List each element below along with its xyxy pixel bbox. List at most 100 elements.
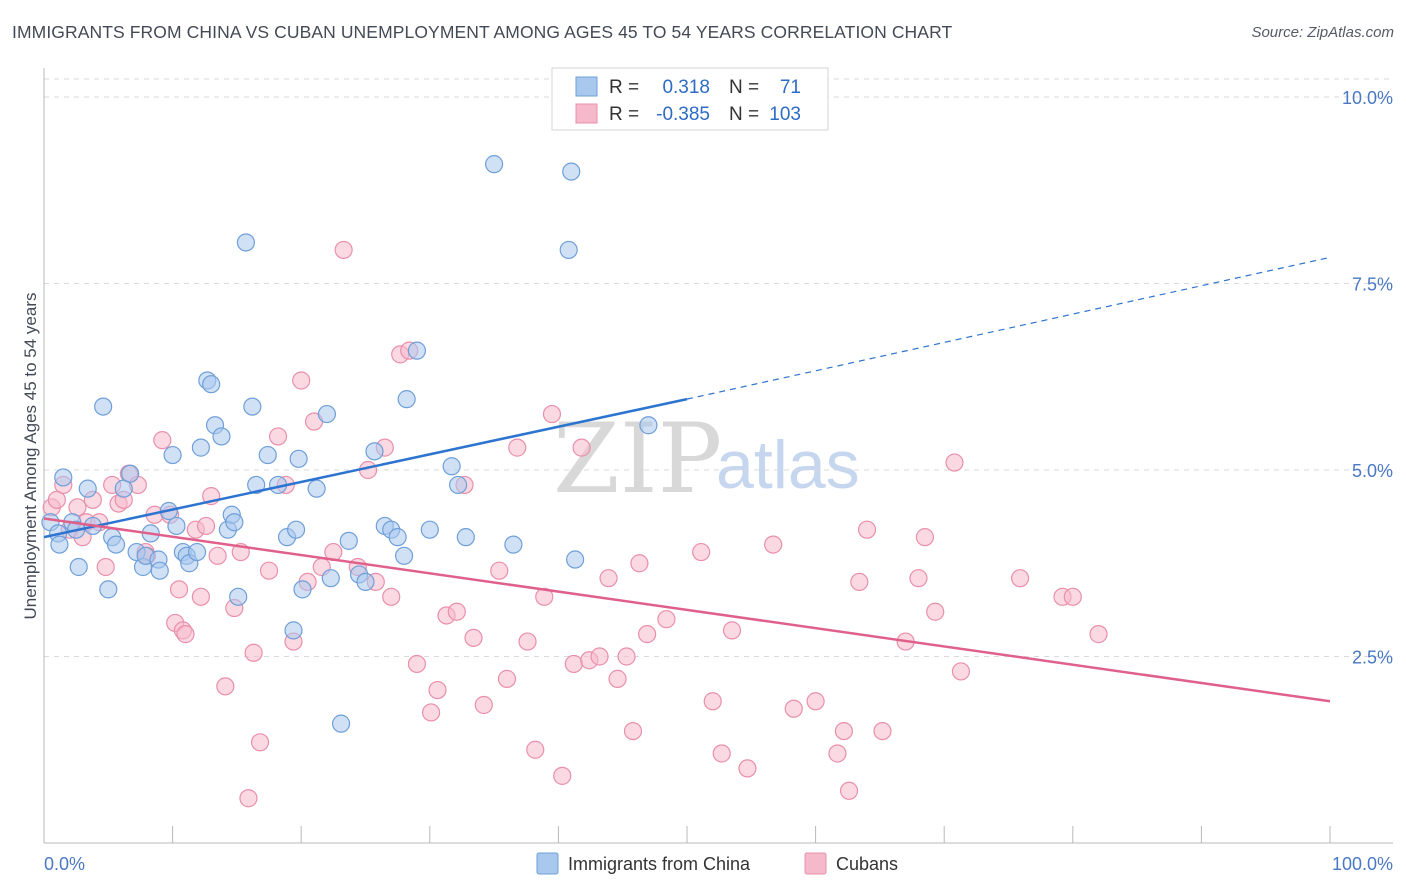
cubans-point <box>630 554 649 573</box>
china-point <box>247 475 266 495</box>
cubans-point <box>508 438 527 457</box>
china-point <box>50 535 69 554</box>
cubans-point <box>712 744 731 763</box>
china-point <box>289 449 308 468</box>
cubans-point <box>738 759 757 778</box>
cubans-point <box>169 580 189 599</box>
series-legend: Immigrants from China Cubans <box>536 852 898 875</box>
china-point <box>639 416 658 435</box>
cubans-point <box>834 721 853 741</box>
cubans-point <box>638 625 657 644</box>
cubans-point <box>464 628 483 647</box>
cubans-point <box>564 654 583 674</box>
watermark-atlas: atlas <box>716 427 860 503</box>
china-point <box>150 561 169 580</box>
cubans-point <box>839 781 859 800</box>
china-point <box>397 390 416 409</box>
cubans-point <box>490 561 509 580</box>
china-point <box>121 464 140 483</box>
cubans-point <box>292 371 311 390</box>
cubans-point <box>259 561 279 580</box>
cubans-point <box>617 647 636 666</box>
grid-lines <box>44 78 1393 657</box>
china-point <box>504 535 523 554</box>
cubans-point <box>857 520 877 539</box>
cubans-point <box>1010 569 1030 588</box>
china-point <box>225 513 244 532</box>
series-china-points <box>41 155 658 733</box>
legend-n-label-china: N = <box>729 77 759 98</box>
china-point <box>566 550 585 569</box>
china-point <box>99 580 118 599</box>
bottom-legend-label-cubans: Cubans <box>836 854 898 874</box>
cubans-point <box>474 695 493 715</box>
china-point <box>442 457 461 476</box>
china-point <box>191 438 210 457</box>
china-point <box>54 468 73 487</box>
china-point <box>365 442 384 461</box>
legend-swatch-china <box>575 76 598 97</box>
y-axis-label: Unemployment Among Ages 45 to 54 years <box>21 293 40 620</box>
cubans-point <box>608 669 627 688</box>
china-point <box>448 475 468 495</box>
cubans-point <box>945 453 964 472</box>
cubans-point <box>806 692 825 711</box>
china-point <box>321 569 340 588</box>
cubans-point <box>873 721 892 741</box>
cubans-point <box>909 569 928 588</box>
cubans-point <box>590 647 609 666</box>
china-point <box>258 445 277 465</box>
cubans-point <box>526 740 545 759</box>
cubans-point <box>518 632 537 651</box>
bottom-legend-swatch-cubans <box>804 852 827 875</box>
china-point <box>339 531 358 550</box>
correlation-legend: R = 0.318 N = 71 R = -0.385 N = 103 <box>551 67 829 131</box>
cubans-point <box>657 610 676 629</box>
china-point <box>229 587 248 606</box>
china-point <box>559 240 578 260</box>
china-point <box>94 397 113 416</box>
china-point <box>407 341 427 360</box>
cubans-point <box>421 703 441 722</box>
legend-r-value-china: 0.318 <box>662 77 710 98</box>
china-point <box>388 528 407 547</box>
x-tick-label-min: 0.0% <box>44 854 85 874</box>
cubans-point <box>599 569 618 588</box>
cubans-point <box>407 654 427 674</box>
china-point <box>69 557 88 577</box>
cubans-point <box>784 699 803 718</box>
cubans-point <box>542 404 562 424</box>
cubans-point <box>250 733 270 752</box>
legend-r-label-china: R = <box>609 77 639 98</box>
china-point <box>456 528 475 547</box>
cubans-point <box>850 572 869 592</box>
cubans-point <box>268 427 288 446</box>
china-point <box>187 542 207 562</box>
china-point <box>317 404 337 424</box>
legend-n-value-cubans: 103 <box>769 104 801 125</box>
cubans-point <box>692 542 711 562</box>
cubans-point <box>703 692 722 711</box>
china-point <box>420 520 439 539</box>
x-axis-ticks <box>172 826 1331 843</box>
cubans-point <box>191 587 210 606</box>
cubans-point <box>96 557 115 577</box>
china-trend-line <box>43 397 688 539</box>
china-point <box>485 155 504 174</box>
cubans-point <box>239 789 258 808</box>
cubans-point <box>497 669 517 688</box>
cubans-point <box>382 587 401 606</box>
china-point <box>331 714 351 733</box>
china-point <box>284 621 303 640</box>
cubans-point <box>447 602 466 621</box>
china-point <box>167 516 186 536</box>
china-point <box>243 397 262 416</box>
china-point <box>106 535 126 554</box>
y-tick-label: 10.0% <box>1342 88 1393 108</box>
chart-source: Source: ZipAtlas.com <box>1251 24 1394 41</box>
y-tick-labels: 2.5% 5.0% 7.5% 10.0% <box>1342 88 1393 668</box>
cubans-point <box>1063 587 1082 606</box>
legend-n-value-china: 71 <box>780 77 801 98</box>
trend-lines <box>43 256 1331 703</box>
